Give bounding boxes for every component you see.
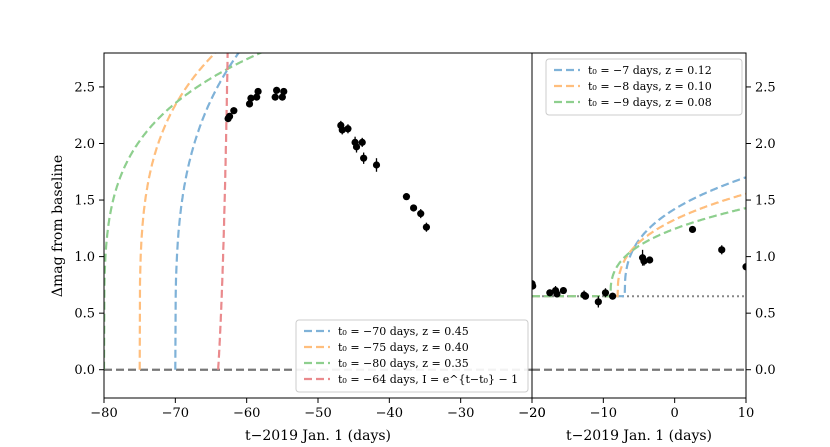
data-point bbox=[278, 93, 286, 101]
data-point bbox=[559, 286, 567, 295]
model-curve-3 bbox=[532, 207, 746, 298]
model-curve-1 bbox=[174, 53, 240, 370]
y-tick-label: 1.0 bbox=[755, 250, 776, 265]
model-curve-2 bbox=[532, 192, 746, 298]
data-point bbox=[646, 256, 654, 264]
left-model-curves bbox=[104, 53, 532, 371]
data-point bbox=[640, 257, 648, 265]
y-tick-label: 0.0 bbox=[755, 363, 776, 378]
data-point bbox=[532, 282, 537, 290]
y-tick-label: 2.0 bbox=[755, 137, 776, 152]
right-panel: −20 −10 0 10 0.0 0.5 1.0 1.5 2.0 2.5 t−2019 Jan. … bbox=[518, 52, 776, 444]
x-tick-label: −40 bbox=[376, 406, 403, 421]
y-tick-label: 0.5 bbox=[755, 307, 776, 322]
x-tick-label: 0 bbox=[671, 406, 679, 421]
data-point bbox=[247, 94, 255, 102]
left-x-axis-label: t−2019 Jan. 1 (days) bbox=[245, 428, 391, 444]
right-model-curves bbox=[532, 176, 746, 371]
data-point bbox=[273, 86, 281, 94]
data-point bbox=[422, 223, 431, 231]
y-tick-label: 0.5 bbox=[74, 307, 95, 322]
legend-entry: t₀ = −9 days, z = 0.08 bbox=[588, 96, 712, 109]
data-point bbox=[344, 125, 352, 133]
x-tick-label: −70 bbox=[162, 406, 189, 421]
data-point bbox=[581, 292, 590, 300]
data-point bbox=[360, 154, 368, 162]
y-tick-label: 1.5 bbox=[74, 194, 95, 209]
y-tick-label: 2.0 bbox=[74, 137, 95, 152]
legend-box bbox=[295, 319, 529, 393]
legend-entry: t₀ = −8 days, z = 0.10 bbox=[588, 80, 712, 93]
data-point bbox=[253, 93, 261, 101]
x-tick-label: −20 bbox=[518, 406, 545, 421]
data-point bbox=[409, 204, 418, 212]
left-panel: −80 −70 −60 −50 −40 −30 −200.00.51.01.52.02.5 … bbox=[50, 52, 546, 444]
right-data-points bbox=[532, 225, 746, 308]
data-point bbox=[245, 100, 254, 108]
y-tick-label: 0.0 bbox=[74, 363, 95, 378]
data-point bbox=[609, 292, 617, 300]
legend-entry: t₀ = −64 days, I = e^{t−t₀} − 1 bbox=[338, 373, 518, 386]
right-legend: t₀ = −7 days, z = 0.12 t₀ = −8 days, z = … bbox=[545, 58, 743, 116]
legend-box bbox=[545, 58, 743, 116]
legend-entry: t₀ = −70 days, z = 0.45 bbox=[338, 325, 469, 338]
data-point bbox=[402, 193, 411, 201]
data-point bbox=[230, 107, 238, 115]
data-point bbox=[352, 143, 361, 151]
left-axes: −80 −70 −60 −50 −40 −30 −20 0.0 0.5 1.0 1.5 2.0 2.5 bbox=[74, 80, 545, 421]
data-point bbox=[271, 93, 279, 101]
data-point bbox=[280, 87, 288, 96]
y-axis-label: Δmag from baseline bbox=[50, 155, 66, 297]
left-legend: t₀ = −70 days, z = 0.45 t₀ = −75 days, z … bbox=[295, 319, 529, 393]
x-tick-label: 10 bbox=[738, 406, 755, 421]
data-point bbox=[358, 138, 366, 146]
right-axes: −20 −10 0 10 0.0 0.5 1.0 1.5 2.0 2.5 bbox=[518, 80, 775, 421]
legend-entry: t₀ = −7 days, z = 0.12 bbox=[588, 64, 712, 77]
legend-entry: t₀ = −80 days, z = 0.35 bbox=[338, 357, 469, 370]
left-data-points bbox=[224, 86, 431, 232]
x-tick-label: −60 bbox=[233, 406, 260, 421]
right-x-axis-label: t−2019 Jan. 1 (days) bbox=[566, 428, 712, 444]
y-tick-label: 2.5 bbox=[755, 80, 776, 95]
data-point bbox=[688, 225, 697, 234]
data-point bbox=[225, 112, 234, 120]
data-point bbox=[594, 298, 602, 306]
x-tick-label: −10 bbox=[590, 406, 617, 421]
data-point bbox=[742, 263, 746, 271]
x-tick-label: −80 bbox=[90, 406, 117, 421]
x-tick-label: −20 bbox=[518, 406, 545, 421]
y-tick-label: 1.5 bbox=[755, 194, 776, 209]
model-curve-3 bbox=[104, 53, 263, 370]
data-point bbox=[546, 289, 554, 297]
data-point bbox=[254, 87, 262, 96]
legend-entry: t₀ = −75 days, z = 0.40 bbox=[338, 341, 469, 354]
data-point bbox=[372, 161, 381, 169]
data-point bbox=[553, 290, 561, 298]
right-plot-frame bbox=[531, 52, 747, 399]
data-point bbox=[601, 289, 610, 297]
y-tick-label: 2.5 bbox=[74, 80, 95, 95]
model-curve-4 bbox=[217, 53, 229, 370]
data-point bbox=[718, 246, 726, 254]
model-curve-1 bbox=[532, 176, 746, 298]
model-curve-2 bbox=[138, 53, 217, 370]
data-point bbox=[417, 210, 425, 218]
x-tick-label: −50 bbox=[304, 406, 331, 421]
x-tick-label: −30 bbox=[447, 406, 474, 421]
y-tick-label: 1.0 bbox=[74, 250, 95, 265]
data-point bbox=[338, 126, 346, 134]
